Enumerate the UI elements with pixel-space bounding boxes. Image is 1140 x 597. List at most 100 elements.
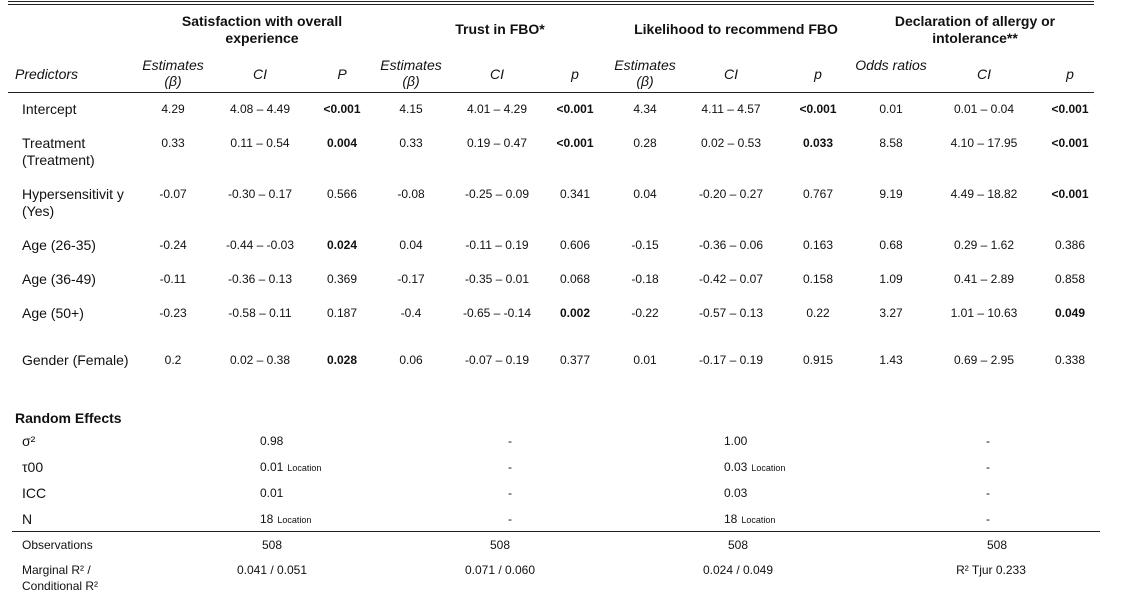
re-value: 0.01 Location (260, 459, 321, 477)
observations-value: 508 (489, 538, 511, 552)
estimate: 0.04 (399, 238, 423, 252)
bottom-rule (12, 531, 1100, 532)
p-value: 0.386 (1054, 238, 1086, 252)
re-value: 0.98 (260, 433, 283, 450)
estimate: -0.4 (400, 306, 422, 320)
observations-value: 508 (261, 538, 283, 552)
p-value: 0.068 (559, 272, 591, 286)
re-value: 1.00 (724, 433, 747, 450)
re-value-text: - (986, 434, 990, 448)
column-header: CI (253, 66, 267, 82)
p-value: 0.004 (326, 136, 358, 150)
ci: -0.57 – 0.13 (698, 306, 764, 320)
r2-value: 0.041 / 0.051 (236, 563, 308, 577)
ci: -0.17 – 0.19 (698, 353, 764, 367)
p-value: <0.001 (1051, 136, 1089, 150)
re-value-text: 1.00 (724, 434, 748, 448)
estimate: 0.04 (633, 187, 657, 201)
r2-value: 0.024 / 0.049 (702, 563, 774, 577)
re-value-text: 18 (260, 512, 274, 526)
ci: -0.36 – 0.06 (698, 238, 764, 252)
ci: 0.19 – 0.47 (466, 136, 528, 150)
column-header: p (814, 66, 822, 82)
estimate: 4.15 (399, 102, 423, 116)
ci: 4.10 – 17.95 (950, 136, 1018, 150)
re-value-text: - (508, 512, 512, 526)
re-value-text: - (986, 486, 990, 500)
estimate: 0.2 (164, 353, 182, 367)
row-label: Gender (Female) (22, 352, 129, 368)
re-value-text: 0.01 (260, 460, 284, 474)
p-value: 0.024 (326, 238, 358, 252)
column-header: p (571, 66, 579, 82)
estimate: 0.33 (161, 136, 185, 150)
estimate: 0.01 (879, 102, 903, 116)
p-value: <0.001 (323, 102, 361, 116)
p-value: 0.341 (559, 187, 591, 201)
observations-value: 508 (727, 538, 749, 552)
estimate: 0.01 (633, 353, 657, 367)
ci: 0.11 – 0.54 (230, 136, 290, 150)
p-value: 0.033 (802, 136, 834, 150)
p-value: 0.002 (559, 306, 591, 320)
estimate: 0.68 (879, 238, 903, 252)
p-value: 0.049 (1054, 306, 1086, 320)
row-label: Age (26-35) (22, 237, 96, 253)
re-value: - (986, 511, 990, 528)
p-value: 0.369 (326, 272, 358, 286)
ci: 0.02 – 0.53 (700, 136, 762, 150)
header-rule (8, 92, 1094, 93)
row-label: Age (36-49) (22, 271, 96, 287)
re-label: ICC (22, 485, 47, 501)
re-value: - (508, 511, 512, 528)
table-top-rule (8, 1, 1094, 2)
ci: 4.01 – 4.29 (466, 102, 528, 116)
p-value: <0.001 (1051, 187, 1089, 201)
ci: 4.11 – 4.57 (701, 102, 761, 116)
random-effects-title: Random Effects (15, 410, 122, 426)
ci: -0.07 – 0.19 (464, 353, 530, 367)
re-value: - (986, 433, 990, 450)
ci: 0.69 – 2.95 (953, 353, 1015, 367)
ci: -0.44 – -0.03 (225, 238, 295, 252)
estimate: 1.09 (879, 272, 903, 286)
estimate: 4.34 (633, 102, 657, 116)
ci: -0.25 – 0.09 (464, 187, 530, 201)
column-header: Odds ratios (855, 57, 927, 73)
estimate: 4.29 (161, 102, 185, 116)
row-label: Intercept (22, 101, 77, 117)
re-value: - (986, 485, 990, 502)
p-value: <0.001 (556, 102, 594, 116)
re-value-text: 0.03 (724, 486, 748, 500)
ci: 4.08 – 4.49 (229, 102, 291, 116)
re-value-text: - (508, 486, 512, 500)
estimate: -0.18 (631, 272, 659, 286)
re-value: - (508, 459, 512, 476)
estimate: 0.06 (399, 353, 423, 367)
p-value: 0.566 (326, 187, 358, 201)
estimate: -0.17 (397, 272, 425, 286)
ci: -0.42 – 0.07 (698, 272, 764, 286)
ci: 4.49 – 18.82 (950, 187, 1018, 201)
estimate: 8.58 (879, 136, 903, 150)
re-value-text: 0.98 (260, 434, 284, 448)
estimate: -0.11 (159, 272, 187, 286)
re-value-text: 0.03 (724, 460, 748, 474)
p-value: 0.858 (1054, 272, 1086, 286)
group-header-allergy: Declaration of allergy or intolerance** (894, 13, 1056, 46)
p-value: 0.767 (802, 187, 834, 201)
observations-label: Observations (22, 538, 93, 552)
ci: 0.01 – 0.04 (953, 102, 1015, 116)
re-subscript: Location (741, 515, 776, 525)
p-value: <0.001 (1051, 102, 1089, 116)
predictors-header: Predictors (15, 66, 79, 82)
estimate: 0.28 (633, 136, 657, 150)
re-value: 0.03 Location (724, 459, 785, 477)
group-header-trust: Trust in FBO* (455, 21, 545, 37)
column-header: Estimates (β) (142, 57, 204, 89)
p-value: 0.606 (559, 238, 591, 252)
row-label: Hypersensitivit y (Yes) (22, 186, 124, 219)
estimate: 1.43 (879, 353, 903, 367)
re-value-text: - (508, 460, 512, 474)
column-header: CI (490, 66, 504, 82)
